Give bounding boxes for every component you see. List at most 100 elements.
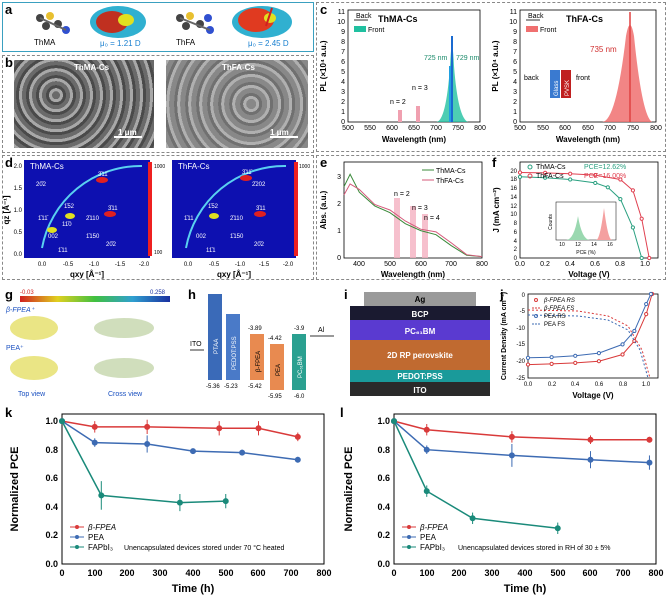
data-point — [596, 351, 602, 356]
k-ylabel: Normalized PCE — [9, 447, 21, 532]
pcbm-layer — [350, 320, 490, 340]
perovskite-layer — [350, 340, 490, 370]
tick: 0.6 — [377, 473, 390, 483]
panel-f-chart: Counts PCE (%) 10 12 14 16 0.0 0.2 0.4 0… — [492, 161, 659, 279]
c-right-ylabel: PL (×10⁴ a.u.) — [491, 40, 500, 91]
series-line-2 — [61, 420, 226, 504]
c-left-xticks: 500 550 600 650 700 750 800 — [342, 125, 486, 132]
data-point — [644, 312, 649, 317]
tick: 650 — [582, 125, 594, 132]
layer-pcbm-bar — [292, 334, 306, 390]
d-left-xticks: 0.0 -0.5 -1.0 -1.5 -2.0 — [38, 262, 150, 268]
tick: -20 — [516, 359, 525, 365]
f-ylabel: J (mA cm⁻²) — [492, 187, 501, 233]
tick: 500 — [342, 125, 354, 132]
tick: 600 — [559, 125, 571, 132]
tick: 0.6 — [590, 261, 600, 268]
tick: 12 — [575, 242, 581, 248]
d-cb1-bot: 100 — [154, 250, 163, 256]
sem-thfa-scale: 1 μm — [270, 128, 289, 137]
glass-layer — [550, 70, 560, 98]
k-legend: β-FPEA PEA FAPbI₃ — [70, 523, 116, 552]
mol1-label: β-FPEA⁺ — [5, 307, 36, 314]
data-point — [517, 170, 523, 175]
data-point — [632, 328, 637, 334]
data-point — [294, 433, 301, 440]
spot-label: 3̄11 — [256, 206, 266, 212]
tick: 0.4 — [565, 261, 575, 268]
j-yticks: -25 -20 -15 -10 -5 0 — [516, 293, 525, 382]
k-series — [59, 418, 301, 512]
ann-735: 735 nm — [590, 45, 617, 54]
data-point — [423, 426, 430, 433]
tick: 1.0 — [45, 416, 58, 426]
tick: -2.0 — [283, 262, 294, 268]
layer-bfpea-bar — [250, 334, 264, 380]
legend-back: Back — [528, 13, 544, 20]
pce-thfa: PCE=16.00% — [584, 173, 626, 180]
legend-thma: ThMA-Cs — [436, 168, 466, 175]
spot-label: 3̄11̄ — [242, 170, 253, 176]
tick: 1.0 — [377, 416, 390, 426]
tick: 600 — [582, 568, 597, 578]
panel-c-left-chart: 500 550 600 650 700 750 800 0 1 2 3 4 5 … — [319, 9, 486, 144]
spot — [65, 213, 75, 219]
pea: PEA — [276, 364, 282, 376]
pedot-layer — [350, 370, 490, 382]
ann-729: 729 nm — [456, 55, 480, 62]
tick: 4 — [341, 79, 345, 86]
tick: 600 — [250, 568, 265, 578]
spot-label: 20̄2 — [36, 182, 47, 188]
tick: 0.8 — [45, 445, 58, 455]
front-pl-peak-thfa — [602, 25, 652, 122]
spot-label: 2̄110 — [230, 216, 244, 222]
spot-label: 002 — [48, 234, 59, 240]
tick: 0 — [59, 568, 64, 578]
panel-h-energy-diagram: ITO PTAA PEDOT:PSS β-FPEA PEA PC₆₁BM Al … — [190, 294, 334, 400]
layer-ito: ITO — [190, 341, 202, 348]
data-point — [91, 439, 98, 446]
tick: 1.0 — [14, 208, 23, 214]
series-line-1 — [527, 293, 652, 359]
gixs-left-colorbar — [148, 162, 152, 256]
tick: 5 — [513, 69, 517, 76]
tick: 550 — [364, 125, 376, 132]
gixs-left-map — [24, 160, 150, 258]
data-point — [620, 352, 625, 357]
tick: 4 — [514, 239, 518, 245]
scale-max: 0.258 — [150, 290, 166, 296]
tick: -15 — [516, 342, 525, 348]
ann-725: 725 nm — [424, 55, 448, 62]
e-top-pea: -4.42 — [268, 336, 282, 342]
e-bot-pedot: -5.23 — [224, 384, 238, 390]
data-point — [59, 418, 65, 425]
panel-j-chart: β-FPEA RS β-FPEA FS PEA RS PEA FS 0.0 0.… — [501, 292, 659, 400]
data-point — [573, 360, 578, 365]
tick: 200 — [119, 568, 134, 578]
legend-bfpea-fs: β-FPEA FS — [543, 306, 574, 312]
spot-label: 3̄11̄ — [98, 172, 109, 178]
tick: 9 — [513, 29, 517, 36]
tick: 0.0 — [515, 261, 525, 268]
tick: 700 — [604, 125, 616, 132]
ann-n3: n = 3 — [412, 85, 428, 92]
tick: 0.6 — [595, 382, 604, 388]
e-top-bfpea: -3.89 — [248, 326, 262, 332]
tick: 700 — [445, 261, 457, 268]
j-xlabel: Voltage (V) — [572, 391, 614, 400]
perovskite-label: 2D RP perovskite — [387, 351, 453, 360]
j-legend: β-FPEA RS β-FPEA FS PEA RS PEA FS — [543, 298, 575, 328]
tick: 10 — [509, 19, 517, 26]
inset-ylabel: Counts — [548, 214, 554, 230]
spot-label: 11̄1 — [206, 248, 216, 254]
tick: 400 — [353, 261, 365, 268]
pea-top — [10, 356, 58, 380]
c-left-ylabel: PL (×10⁴ a.u.) — [319, 40, 328, 91]
ring — [41, 164, 143, 249]
data-point — [587, 436, 594, 443]
tick: 0.8 — [619, 382, 628, 388]
tick: 20 — [510, 169, 517, 175]
data-point — [605, 185, 610, 190]
k-xticks: 0 100 200 300 400 500 600 700 800 — [59, 568, 331, 578]
thma-esp-map — [90, 6, 146, 38]
